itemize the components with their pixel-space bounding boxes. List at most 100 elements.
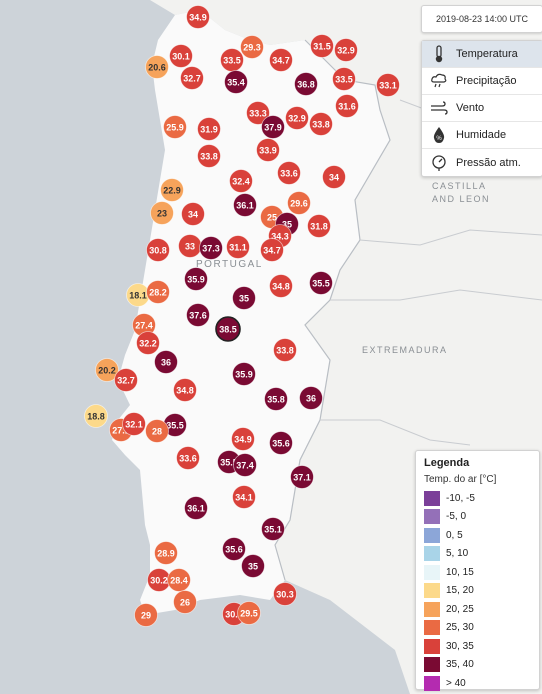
station-marker[interactable]: 32.7: [114, 368, 138, 392]
station-marker[interactable]: 33: [178, 234, 202, 258]
station-marker[interactable]: 20.2: [95, 358, 119, 382]
station-marker[interactable]: 37.4: [233, 453, 257, 477]
station-marker[interactable]: 35.1: [261, 517, 285, 541]
station-marker[interactable]: 33.1: [376, 73, 400, 97]
station-marker[interactable]: 32.9: [285, 106, 309, 130]
station-value: 34: [188, 210, 198, 220]
station-circle: [269, 431, 293, 455]
station-marker[interactable]: 29.5: [237, 601, 261, 625]
station-marker[interactable]: 34.9: [186, 5, 210, 29]
station-circle: [222, 537, 246, 561]
station-marker[interactable]: 36.8: [294, 72, 318, 96]
station-marker[interactable]: 30.3: [273, 582, 297, 606]
station-marker[interactable]: 31.6: [335, 94, 359, 118]
station-marker[interactable]: 31.5: [310, 34, 334, 58]
station-marker[interactable]: 33.6: [176, 446, 200, 470]
station-marker[interactable]: 31.8: [307, 214, 331, 238]
station-marker[interactable]: 33.8: [309, 112, 333, 136]
station-marker[interactable]: 34.8: [269, 274, 293, 298]
station-marker[interactable]: 35: [232, 286, 256, 310]
legend-swatch: [424, 564, 440, 580]
station-marker[interactable]: 35.5: [309, 271, 333, 295]
station-marker[interactable]: 37.6: [186, 303, 210, 327]
station-marker[interactable]: 22.9: [160, 178, 184, 202]
station-marker[interactable]: 18.8: [84, 404, 108, 428]
station-marker[interactable]: 23: [150, 201, 174, 225]
station-circle: [237, 601, 261, 625]
station-marker[interactable]: 35.9: [184, 267, 208, 291]
station-marker[interactable]: 34.8: [173, 378, 197, 402]
station-marker[interactable]: 34.7: [269, 48, 293, 72]
layer-pressao[interactable]: Pressão atm.: [422, 149, 542, 176]
station-marker[interactable]: 33.6: [277, 161, 301, 185]
station-marker[interactable]: 30.2: [147, 568, 171, 592]
legend-row: 15, 20: [424, 582, 531, 601]
legend-row: -5, 0: [424, 508, 531, 527]
station-marker[interactable]: 35.9: [232, 362, 256, 386]
station-marker[interactable]: 18.1: [126, 283, 150, 307]
station-marker[interactable]: 35: [241, 554, 265, 578]
layer-precipitacao[interactable]: Precipitação: [422, 68, 542, 95]
station-marker[interactable]: 29.6: [287, 191, 311, 215]
station-marker[interactable]: 34: [322, 165, 346, 189]
station-marker[interactable]: 30.1: [169, 44, 193, 68]
station-marker[interactable]: 38.5: [215, 316, 241, 342]
station-marker[interactable]: 28.9: [154, 541, 178, 565]
station-circle: [299, 386, 323, 410]
station-marker[interactable]: 34.9: [231, 427, 255, 451]
station-marker[interactable]: 26: [173, 590, 197, 614]
station-marker[interactable]: 32.7: [180, 66, 204, 90]
station-marker[interactable]: 30.8: [146, 238, 170, 262]
station-marker[interactable]: 25.9: [163, 115, 187, 139]
station-marker[interactable]: 33.9: [256, 138, 280, 162]
station-marker[interactable]: 35.4: [224, 70, 248, 94]
station-marker[interactable]: 31.9: [197, 117, 221, 141]
station-marker[interactable]: 32.9: [334, 38, 358, 62]
station-marker[interactable]: 28.2: [146, 280, 170, 304]
station-circle: [290, 465, 314, 489]
legend-rows: -10, -5 -5, 0 0, 5 5, 10 10, 15 15, 20 20, 25 2…: [424, 489, 531, 693]
station-circle: [215, 316, 241, 342]
station-value: 29: [141, 611, 151, 621]
station-value: 31.6: [338, 102, 356, 112]
station-marker[interactable]: 33.3: [246, 101, 270, 125]
station-marker[interactable]: 33.8: [273, 338, 297, 362]
station-marker[interactable]: 28: [145, 419, 169, 443]
station-marker[interactable]: 35.8: [264, 387, 288, 411]
station-marker[interactable]: 32.1: [122, 412, 146, 436]
station-value: 37.9: [264, 123, 282, 133]
station-marker[interactable]: 33.8: [197, 144, 221, 168]
layer-temperatura[interactable]: Temperatura: [422, 41, 542, 68]
station-marker[interactable]: 36.1: [233, 193, 257, 217]
station-marker[interactable]: 32.4: [229, 169, 253, 193]
station-marker[interactable]: 31.1: [226, 235, 250, 259]
station-marker[interactable]: 20.6: [145, 55, 169, 79]
station-value: 23: [157, 209, 167, 219]
station-marker[interactable]: 34.1: [232, 485, 256, 509]
station-value: 29.6: [290, 199, 308, 209]
station-marker[interactable]: 33.5: [332, 67, 356, 91]
layer-humidade[interactable]: % Humidade: [422, 122, 542, 149]
layer-vento[interactable]: Vento: [422, 95, 542, 122]
station-marker[interactable]: 33.5: [220, 48, 244, 72]
station-circle: [122, 412, 146, 436]
station-marker[interactable]: 36.1: [184, 496, 208, 520]
station-marker[interactable]: 35.6: [222, 537, 246, 561]
station-circle: [226, 235, 250, 259]
legend-range-label: 30, 35: [446, 640, 474, 652]
station-marker[interactable]: 37.3: [199, 236, 223, 260]
station-marker[interactable]: 36: [154, 350, 178, 374]
station-marker[interactable]: 32.2: [136, 331, 160, 355]
station-marker[interactable]: 34.7: [260, 238, 284, 262]
station-circle: [186, 5, 210, 29]
station-marker[interactable]: 28.4: [167, 568, 191, 592]
station-value: 32.1: [125, 420, 143, 430]
station-marker[interactable]: 29: [134, 603, 158, 627]
legend-row: 25, 30: [424, 619, 531, 638]
station-marker[interactable]: 37.9: [261, 115, 285, 139]
station-marker[interactable]: 29.3: [240, 35, 264, 59]
station-marker[interactable]: 37.1: [290, 465, 314, 489]
station-marker[interactable]: 35.6: [269, 431, 293, 455]
station-marker[interactable]: 36: [299, 386, 323, 410]
station-marker[interactable]: 34: [181, 202, 205, 226]
